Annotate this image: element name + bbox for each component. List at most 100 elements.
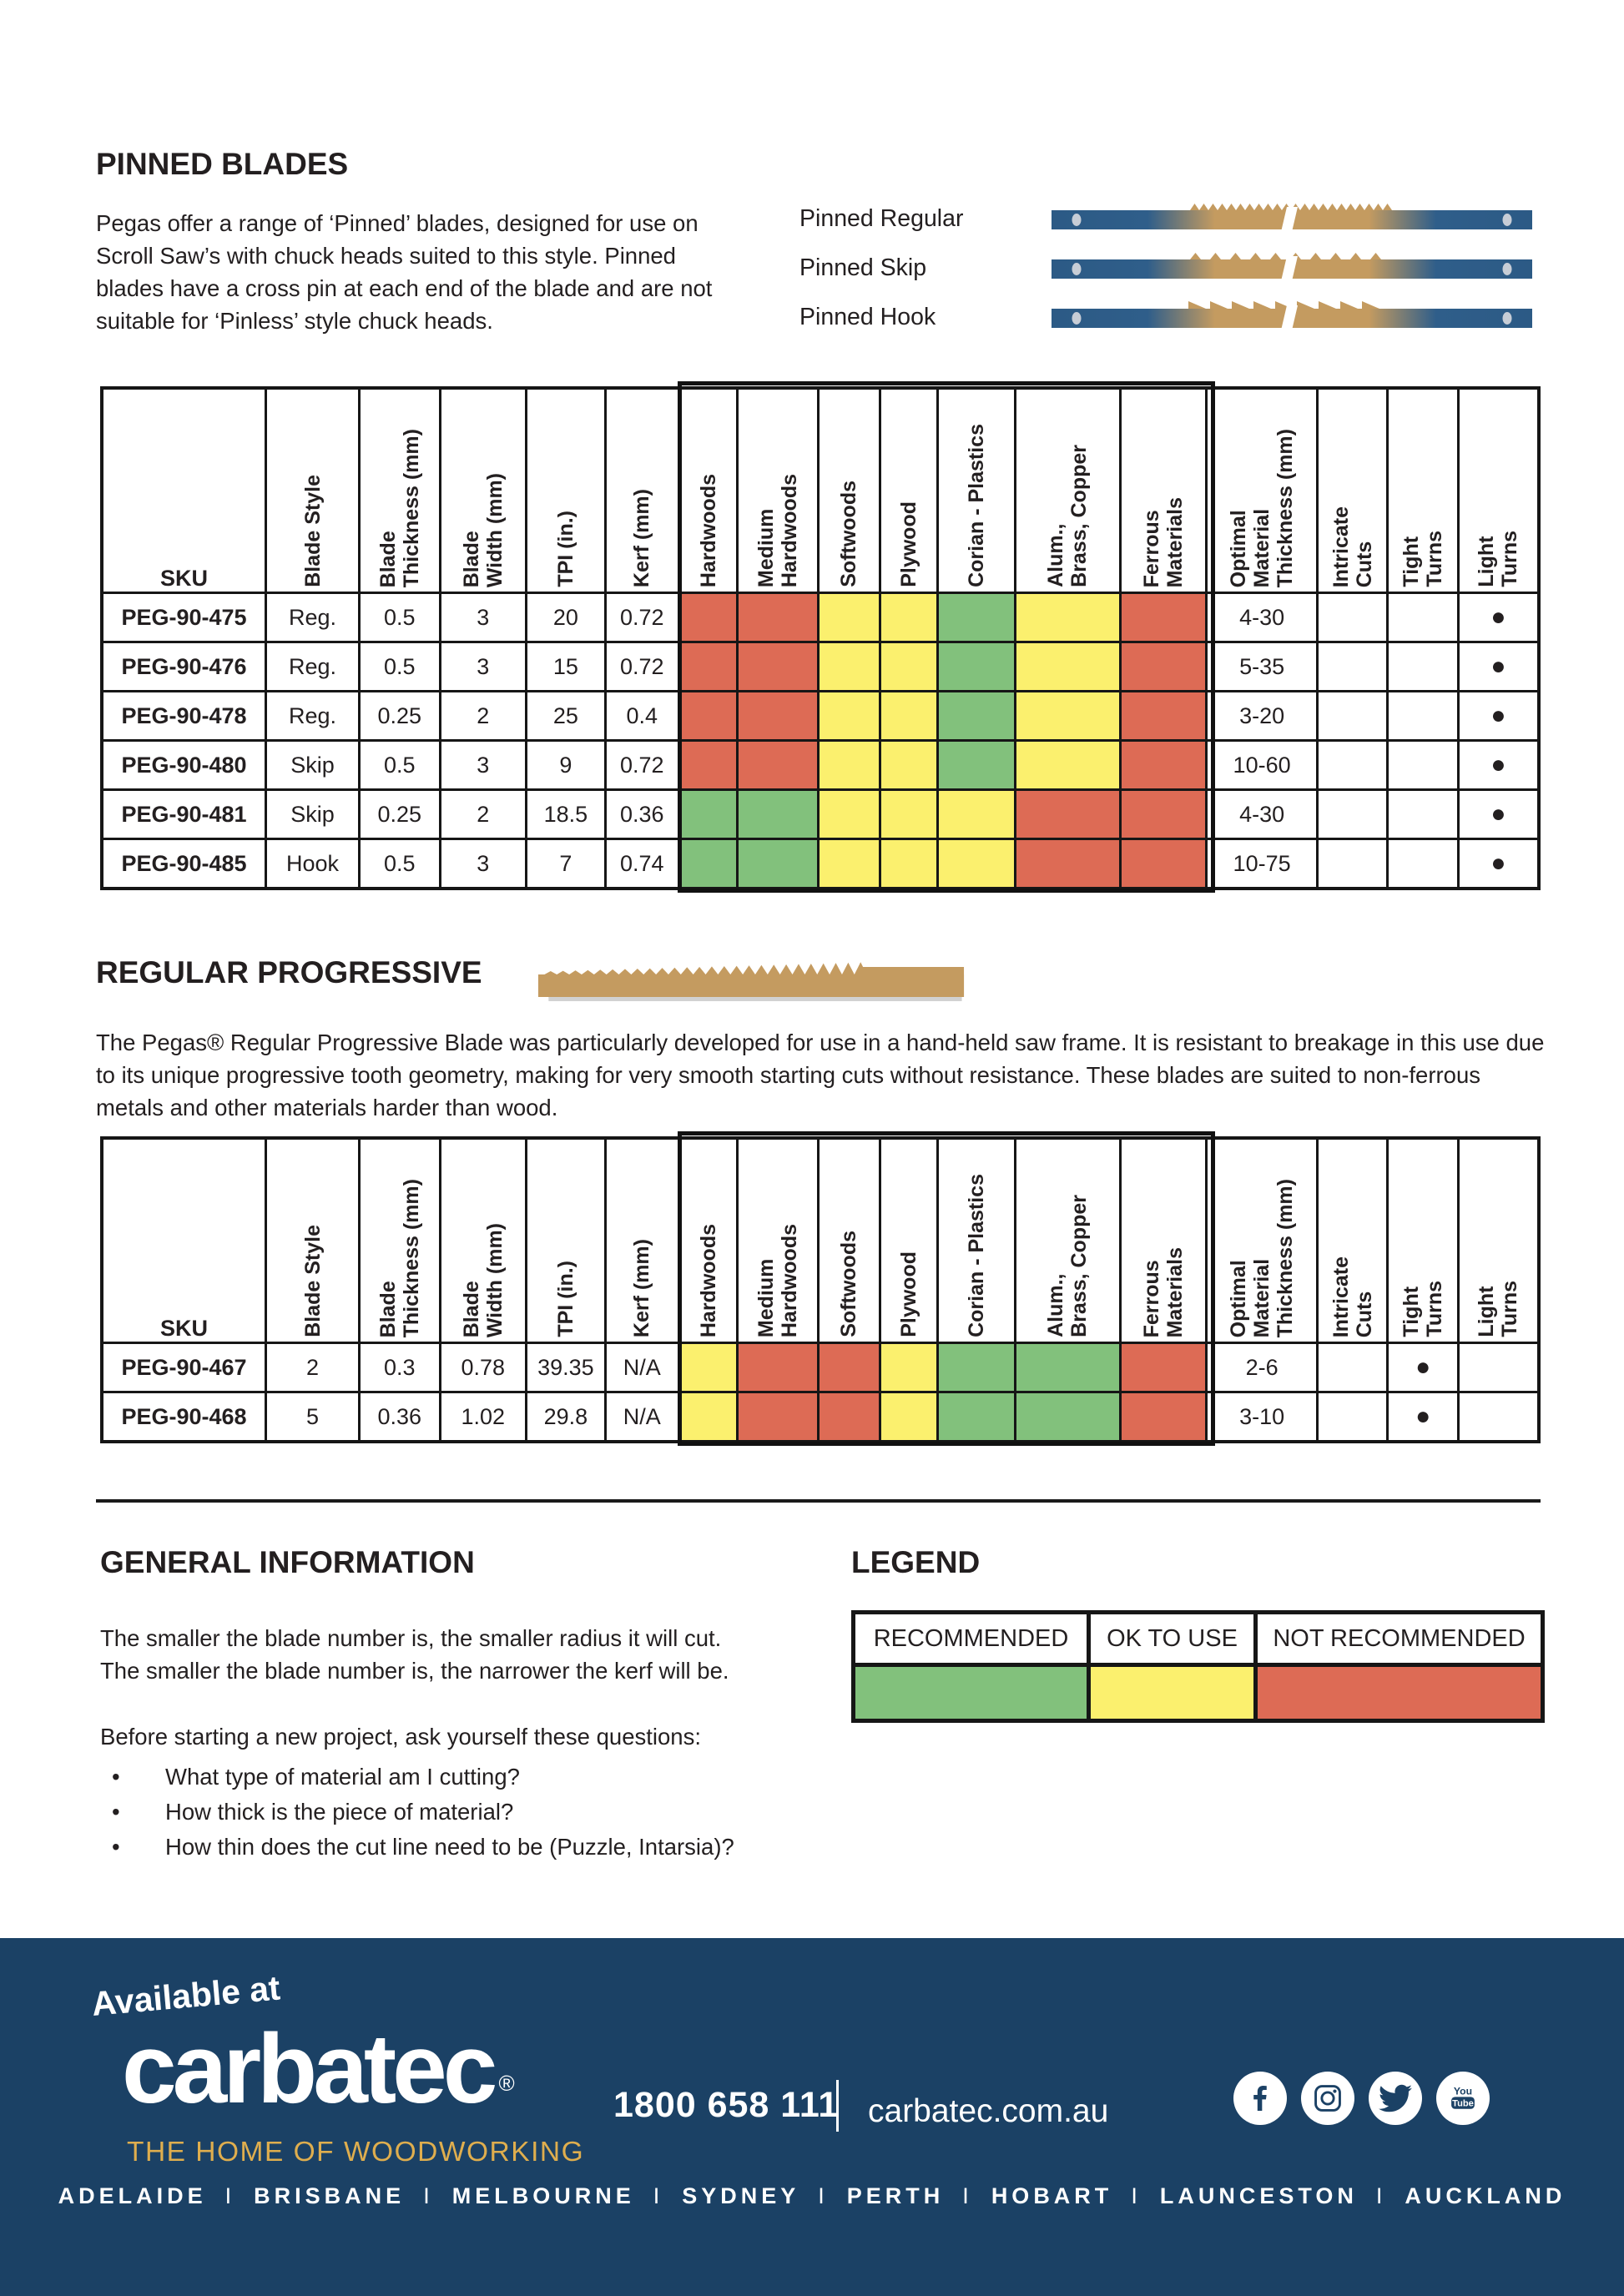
mark-cell: ● [1456, 641, 1541, 692]
youtube-icon[interactable]: You Tube [1436, 2072, 1490, 2125]
facebook-icon[interactable] [1233, 2072, 1287, 2125]
regular-progressive-blade-image [537, 962, 965, 1001]
col-header-alum: Alum., Brass, Copper [1013, 386, 1122, 594]
blade-sample-row: Pinned Regular [799, 199, 1534, 239]
legend-swatch-ok-to-use [1087, 1663, 1258, 1723]
rating-cell-rec [736, 788, 820, 840]
rating-cell-nr [1118, 592, 1208, 643]
store-cities: ADELAIDE I BRISBANE I MELBOURNE I SYDNEY I PERTH… [0, 2183, 1624, 2209]
spec-cell: 3 [438, 739, 527, 791]
rating-cell-rec [677, 788, 739, 840]
rating-cell-rec [677, 838, 739, 890]
spec-cell: 3 [438, 838, 527, 890]
col-header-hardwoods: Hardwoods [677, 1136, 739, 1344]
spec-cell: 0.72 [603, 739, 680, 791]
pinned-blades-intro: Pegas offer a range of ‘Pinned’ blades, … [96, 210, 713, 334]
instagram-icon[interactable] [1301, 2072, 1354, 2125]
spec-cell: 29.8 [524, 1391, 607, 1443]
regular-progressive-table: SKU Blade Style Blade Thickness (mm) Blade … [100, 1136, 1541, 1443]
rating-cell-nr [816, 1342, 881, 1393]
mark-cell: ● [1456, 838, 1541, 890]
col-header-softwoods: Softwoods [816, 386, 881, 594]
spec-cell: 5 [264, 1391, 361, 1443]
rating-cell-nr [736, 592, 820, 643]
rating-cell-ok [816, 641, 881, 692]
phone-number[interactable]: 1800 658 111 [613, 2085, 840, 2125]
mark-cell [1386, 690, 1460, 742]
rating-cell-nr [1118, 641, 1208, 692]
legend-swatch-recommended [851, 1663, 1091, 1723]
footer-city: HOBART [991, 2183, 1113, 2208]
spec-cell: 2 [264, 1342, 361, 1393]
general-info-line: The smaller the blade number is, the sma… [100, 1625, 722, 1651]
table-row: PEG-90-468 5 0.36 1.02 29.8 N/A 3-10 ● [100, 1391, 1541, 1443]
col-header-corian: Corian - Plastics [936, 386, 1016, 594]
col-header-light: Light Turns [1456, 1136, 1541, 1344]
youtube-bottom-text: Tube [1452, 2098, 1474, 2108]
rating-cell-nr [677, 641, 739, 692]
optimal-thickness-cell: 10-75 [1205, 838, 1319, 890]
spec-cell: N/A [603, 1342, 680, 1393]
table-row: PEG-90-475 Reg. 0.5 3 20 0.72 4-30 ● [100, 592, 1541, 643]
rating-cell-nr [736, 1342, 820, 1393]
pinned-blades-table-wrap: SKU Blade Style Blade Thickness (mm) Blade … [100, 381, 1541, 893]
rating-cell-rec [1013, 1342, 1122, 1393]
rating-cell-ok [1013, 592, 1122, 643]
rating-cell-ok [816, 739, 881, 791]
legend-table: RECOMMENDED OK TO USE NOT RECOMMENDED [851, 1610, 1545, 1723]
carbatec-logo: carbatec ® [122, 2018, 515, 2146]
col-header-tpi: TPI (in.) [524, 1136, 607, 1344]
spec-cell: 0.5 [358, 739, 441, 791]
rating-cell-nr [816, 1391, 881, 1443]
spec-cell: 0.5 [358, 641, 441, 692]
general-info-line: The smaller the blade number is, the nar… [100, 1658, 729, 1684]
spec-cell: 9 [524, 739, 607, 791]
spec-cell: 18.5 [524, 788, 607, 840]
footer-separator [836, 2080, 839, 2132]
rating-cell-ok [1013, 641, 1122, 692]
table-row: PEG-90-481 Skip 0.25 2 18.5 0.36 4-30 ● [100, 788, 1541, 840]
blade-type-label: Pinned Skip [799, 254, 927, 281]
col-header-light: Light Turns [1456, 386, 1541, 594]
col-header-kerf: Kerf (mm) [603, 1136, 680, 1344]
legend-swatch-not-recommended [1253, 1663, 1545, 1723]
spec-cell: 0.5 [358, 592, 441, 643]
rating-cell-nr [1118, 838, 1208, 890]
table-row: PEG-90-467 2 0.3 0.78 39.35 N/A 2-6 ● [100, 1342, 1541, 1393]
rating-cell-rec [936, 641, 1016, 692]
col-header-tight: Tight Turns [1386, 386, 1460, 594]
spec-cell: 0.74 [603, 838, 680, 890]
spec-cell: N/A [603, 1391, 680, 1443]
spec-cell: 3 [438, 641, 527, 692]
col-header-plywood: Plywood [878, 1136, 939, 1344]
legend-label-ok-to-use: OK TO USE [1087, 1610, 1258, 1667]
optimal-thickness-cell: 3-10 [1205, 1391, 1319, 1443]
mark-cell [1315, 1342, 1389, 1393]
mark-cell [1386, 592, 1460, 643]
mark-cell [1386, 788, 1460, 840]
rating-cell-nr [1013, 838, 1122, 890]
col-header-softwoods: Softwoods [816, 1136, 881, 1344]
city-separator: I [818, 2183, 829, 2208]
spec-cell: 0.25 [358, 788, 441, 840]
spec-cell: 0.25 [358, 690, 441, 742]
twitter-icon[interactable] [1369, 2072, 1422, 2125]
rating-cell-rec [936, 592, 1016, 643]
rating-cell-ok [878, 690, 939, 742]
spec-cell: 15 [524, 641, 607, 692]
optimal-thickness-cell: 5-35 [1205, 641, 1319, 692]
general-information-title: GENERAL INFORMATION [100, 1545, 475, 1579]
spec-cell: Skip [264, 739, 361, 791]
legend-section: LEGEND RECOMMENDED OK TO USE NOT RECOMME… [851, 1545, 1545, 1723]
city-separator: I [1131, 2183, 1142, 2208]
website-link[interactable]: carbatec.com.au [868, 2093, 1109, 2129]
spec-cell: 0.72 [603, 592, 680, 643]
rating-cell-nr [1118, 739, 1208, 791]
col-header-blade: Blade Thickness (mm) [358, 386, 441, 594]
col-header-plywood: Plywood [878, 386, 939, 594]
question-item: How thin does the cut line need to be (P… [100, 1830, 851, 1865]
regular-progressive-intro: The Pegas® Regular Progressive Blade was… [96, 1030, 1545, 1120]
rating-cell-rec [936, 739, 1016, 791]
optimal-thickness-cell: 4-30 [1205, 788, 1319, 840]
mark-cell [1315, 788, 1389, 840]
